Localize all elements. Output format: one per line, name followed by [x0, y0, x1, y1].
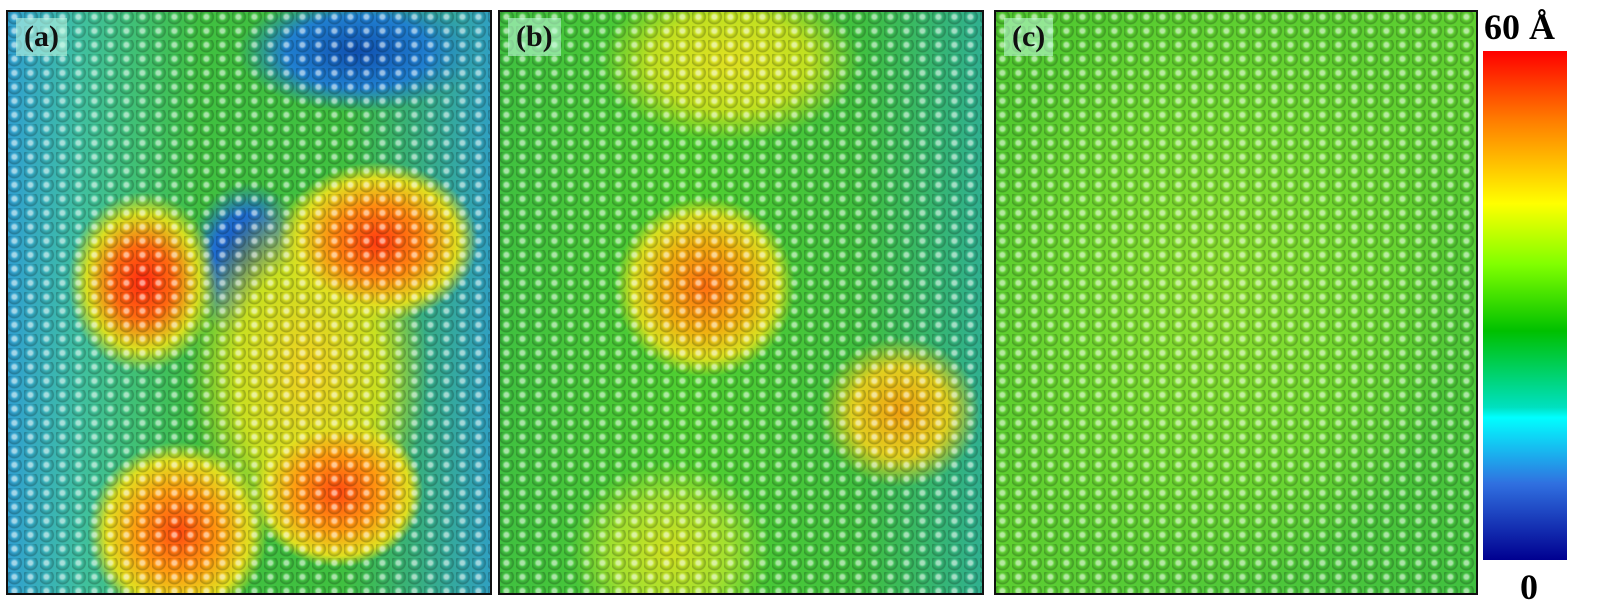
panel-c-label: (c) [1004, 18, 1054, 56]
colorbar-max-label: 60 Å [1484, 7, 1555, 47]
colorbar-min-label: 0 [1520, 567, 1538, 607]
panel-a-atomic-surface: (a) [6, 10, 492, 595]
panel-b-label: (b) [508, 18, 561, 56]
panel-b-atomic-surface: (b) [498, 10, 984, 595]
panel-a-label: (a) [16, 18, 67, 56]
panel-c-atomic-surface: (c) [994, 10, 1478, 595]
height-colorbar [1483, 51, 1567, 560]
